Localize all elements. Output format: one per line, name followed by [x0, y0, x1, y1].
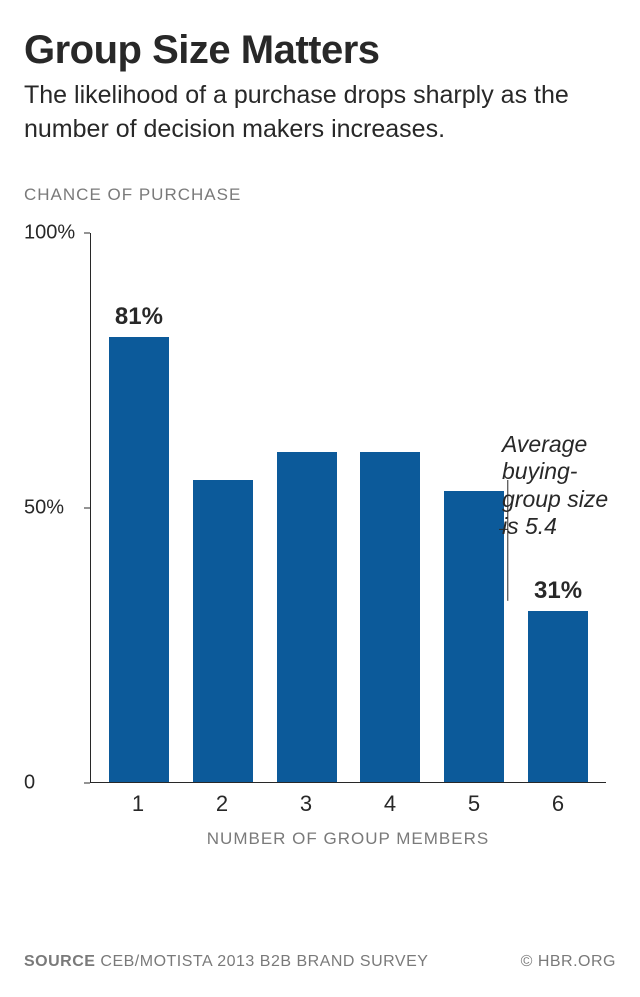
x-tick-label: 3 [264, 791, 348, 817]
bar-value-label: 31% [534, 577, 582, 605]
chart-area: 0 50% 100% 81% 31% Average buying-group siz… [24, 223, 616, 825]
x-tick-label: 1 [96, 791, 180, 817]
y-tick-label: 0 [24, 771, 35, 794]
y-tick-label: 50% [24, 496, 64, 519]
source-line: SOURCE CEB/MOTISTA 2013 B2B BRAND SURVEY [24, 953, 428, 971]
bar-column [181, 233, 265, 782]
x-labels: 123456 [90, 791, 606, 817]
x-tick-label: 4 [348, 791, 432, 817]
footer: SOURCE CEB/MOTISTA 2013 B2B BRAND SURVEY… [24, 953, 616, 971]
chart-title: Group Size Matters [24, 28, 616, 73]
bar-column [348, 233, 432, 782]
plot-area: 81%31% Average buying-group size is 5.4 [90, 233, 606, 783]
bar [109, 337, 169, 782]
x-tick-label: 2 [180, 791, 264, 817]
bar [444, 491, 504, 782]
x-tick-label: 6 [516, 791, 600, 817]
bar [360, 452, 420, 781]
chart-subtitle: The likelihood of a purchase drops sharp… [24, 79, 616, 147]
bar-column: 81% [97, 233, 181, 782]
y-axis-title: CHANCE OF PURCHASE [24, 185, 616, 205]
bar-value-label: 81% [115, 303, 163, 331]
y-tick-label: 100% [24, 221, 75, 244]
copyright: © HBR.ORG [521, 953, 616, 971]
bar [277, 452, 337, 781]
bar-column [265, 233, 349, 782]
source-label: SOURCE [24, 953, 95, 970]
bar [193, 480, 253, 782]
x-tick-label: 5 [432, 791, 516, 817]
source-text: CEB/MOTISTA 2013 B2B BRAND SURVEY [100, 953, 428, 970]
x-axis-title: NUMBER OF GROUP MEMBERS [90, 829, 606, 849]
annotation-text: Average buying-group size is 5.4 [502, 431, 612, 541]
bar [528, 611, 588, 781]
